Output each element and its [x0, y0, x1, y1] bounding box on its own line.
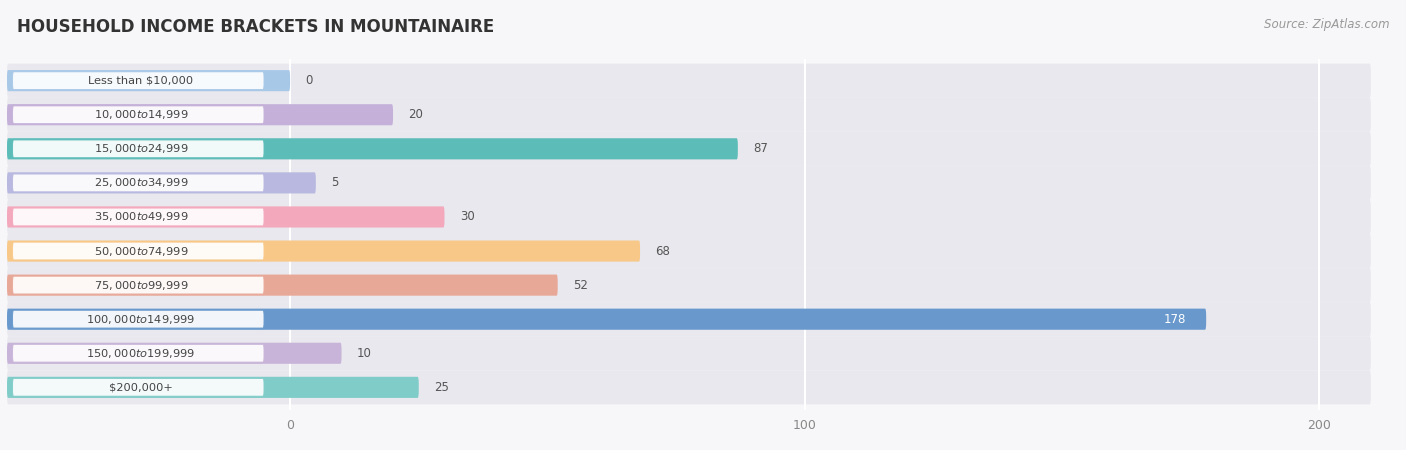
Text: 68: 68 [655, 244, 671, 257]
Text: 87: 87 [754, 142, 768, 155]
Text: $15,000 to $24,999: $15,000 to $24,999 [94, 142, 188, 155]
FancyBboxPatch shape [7, 240, 640, 261]
Text: 30: 30 [460, 211, 475, 224]
FancyBboxPatch shape [7, 104, 394, 125]
FancyBboxPatch shape [7, 63, 1371, 98]
Text: $50,000 to $74,999: $50,000 to $74,999 [94, 244, 188, 257]
FancyBboxPatch shape [13, 344, 264, 362]
FancyBboxPatch shape [13, 242, 264, 260]
FancyBboxPatch shape [13, 106, 264, 124]
FancyBboxPatch shape [7, 343, 342, 364]
Text: 5: 5 [332, 176, 339, 189]
FancyBboxPatch shape [7, 336, 1371, 370]
FancyBboxPatch shape [7, 377, 419, 398]
FancyBboxPatch shape [7, 207, 444, 228]
FancyBboxPatch shape [7, 132, 1371, 166]
FancyBboxPatch shape [7, 98, 1371, 132]
FancyBboxPatch shape [13, 276, 264, 294]
FancyBboxPatch shape [7, 268, 1371, 302]
Text: Source: ZipAtlas.com: Source: ZipAtlas.com [1264, 18, 1389, 31]
FancyBboxPatch shape [13, 208, 264, 226]
Text: 0: 0 [305, 74, 314, 87]
Text: $100,000 to $149,999: $100,000 to $149,999 [86, 313, 195, 326]
Text: 10: 10 [357, 347, 371, 360]
FancyBboxPatch shape [13, 72, 264, 90]
Text: $150,000 to $199,999: $150,000 to $199,999 [86, 347, 195, 360]
FancyBboxPatch shape [7, 370, 1371, 405]
FancyBboxPatch shape [7, 274, 558, 296]
FancyBboxPatch shape [7, 200, 1371, 234]
FancyBboxPatch shape [7, 166, 1371, 200]
FancyBboxPatch shape [13, 378, 264, 396]
Text: $25,000 to $34,999: $25,000 to $34,999 [94, 176, 188, 189]
FancyBboxPatch shape [13, 310, 264, 328]
Text: 25: 25 [434, 381, 449, 394]
Text: Less than $10,000: Less than $10,000 [89, 76, 194, 86]
FancyBboxPatch shape [7, 234, 1371, 268]
Text: $35,000 to $49,999: $35,000 to $49,999 [94, 211, 188, 224]
FancyBboxPatch shape [13, 140, 264, 158]
FancyBboxPatch shape [7, 302, 1371, 336]
FancyBboxPatch shape [7, 70, 290, 91]
Text: $200,000+: $200,000+ [108, 382, 173, 392]
Text: 20: 20 [409, 108, 423, 121]
FancyBboxPatch shape [7, 172, 316, 194]
Text: 52: 52 [574, 279, 588, 292]
FancyBboxPatch shape [13, 174, 264, 192]
Text: 178: 178 [1163, 313, 1185, 326]
FancyBboxPatch shape [7, 309, 1206, 330]
Text: HOUSEHOLD INCOME BRACKETS IN MOUNTAINAIRE: HOUSEHOLD INCOME BRACKETS IN MOUNTAINAIR… [17, 18, 494, 36]
Text: $75,000 to $99,999: $75,000 to $99,999 [94, 279, 188, 292]
FancyBboxPatch shape [7, 138, 738, 159]
Text: $10,000 to $14,999: $10,000 to $14,999 [94, 108, 188, 121]
